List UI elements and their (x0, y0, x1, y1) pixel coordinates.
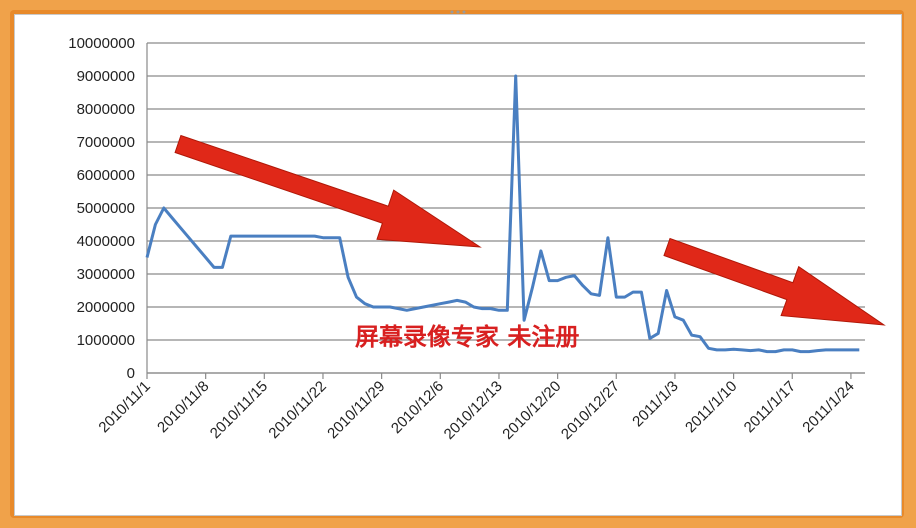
y-tick-label: 9000000 (77, 68, 135, 85)
x-tick-label: 2011/1/10 (682, 378, 740, 436)
x-tick-label: 2010/11/29 (324, 378, 388, 442)
y-tick-label: 3000000 (77, 266, 135, 283)
y-tick-label: 1000000 (77, 332, 135, 349)
chart-area (14, 14, 902, 516)
y-tick-label: 0 (127, 365, 135, 382)
resize-handle-icon[interactable] (450, 10, 466, 14)
x-tick-label: 2011/1/17 (741, 378, 799, 436)
y-tick-label: 10000000 (68, 35, 135, 52)
y-tick-label: 7000000 (77, 134, 135, 151)
x-tick-label: 2010/11/22 (265, 378, 329, 442)
y-tick-label: 8000000 (77, 101, 135, 118)
arrow-annotation-left (174, 134, 482, 248)
x-tick-label: 2010/12/6 (388, 378, 447, 437)
y-tick-label: 6000000 (77, 167, 135, 184)
y-tick-label: 2000000 (77, 299, 135, 316)
x-tick-label: 2010/12/13 (441, 378, 506, 443)
x-tick-label: 2010/11/1 (95, 378, 153, 436)
x-tick-label: 2010/12/20 (499, 378, 564, 443)
x-tick-label: 2010/11/8 (154, 378, 212, 436)
y-tick-label: 5000000 (77, 200, 135, 217)
watermark-text: 屏幕录像专家 未注册 (355, 322, 579, 351)
x-tick-label: 2011/1/3 (629, 378, 682, 431)
x-tick-label: 2011/1/24 (799, 378, 857, 436)
x-tick-label: 2010/11/15 (207, 378, 271, 442)
arrow-annotation-right (663, 237, 886, 326)
x-tick-label: 2010/12/27 (558, 378, 623, 443)
series-line (145, 74, 860, 354)
y-tick-label: 4000000 (77, 233, 135, 250)
